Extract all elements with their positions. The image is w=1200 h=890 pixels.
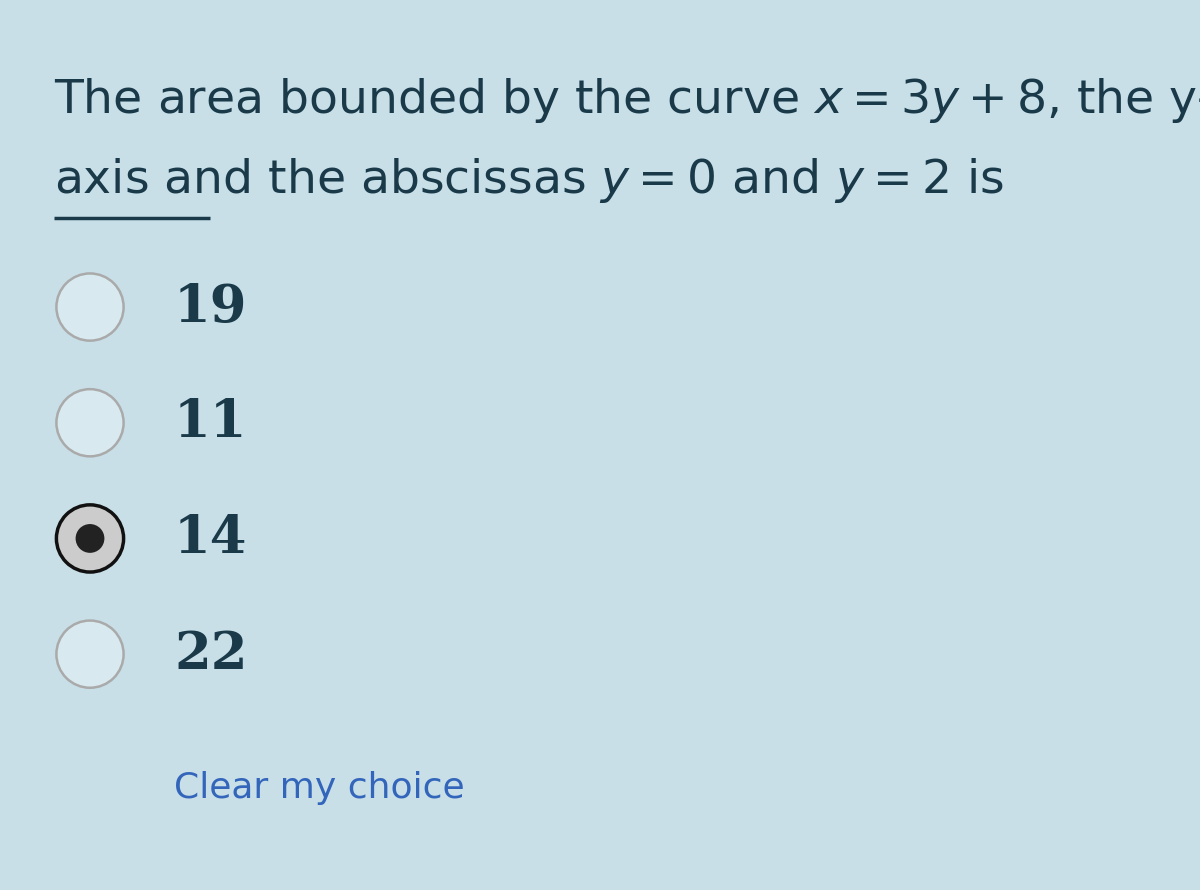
Text: 22: 22 (174, 628, 247, 680)
Ellipse shape (56, 505, 124, 572)
Text: Clear my choice: Clear my choice (174, 772, 464, 805)
Ellipse shape (56, 620, 124, 688)
Ellipse shape (56, 273, 124, 341)
Text: 14: 14 (174, 513, 247, 564)
Ellipse shape (76, 524, 104, 553)
Text: The area bounded by the curve $x = 3y + 8$, the y-: The area bounded by the curve $x = 3y + … (54, 76, 1200, 125)
Text: axis and the abscissas $y = 0$ and $y = 2$ is: axis and the abscissas $y = 0$ and $y = … (54, 156, 1004, 205)
Text: 11: 11 (174, 397, 247, 449)
Ellipse shape (56, 389, 124, 457)
Text: 19: 19 (174, 281, 247, 333)
